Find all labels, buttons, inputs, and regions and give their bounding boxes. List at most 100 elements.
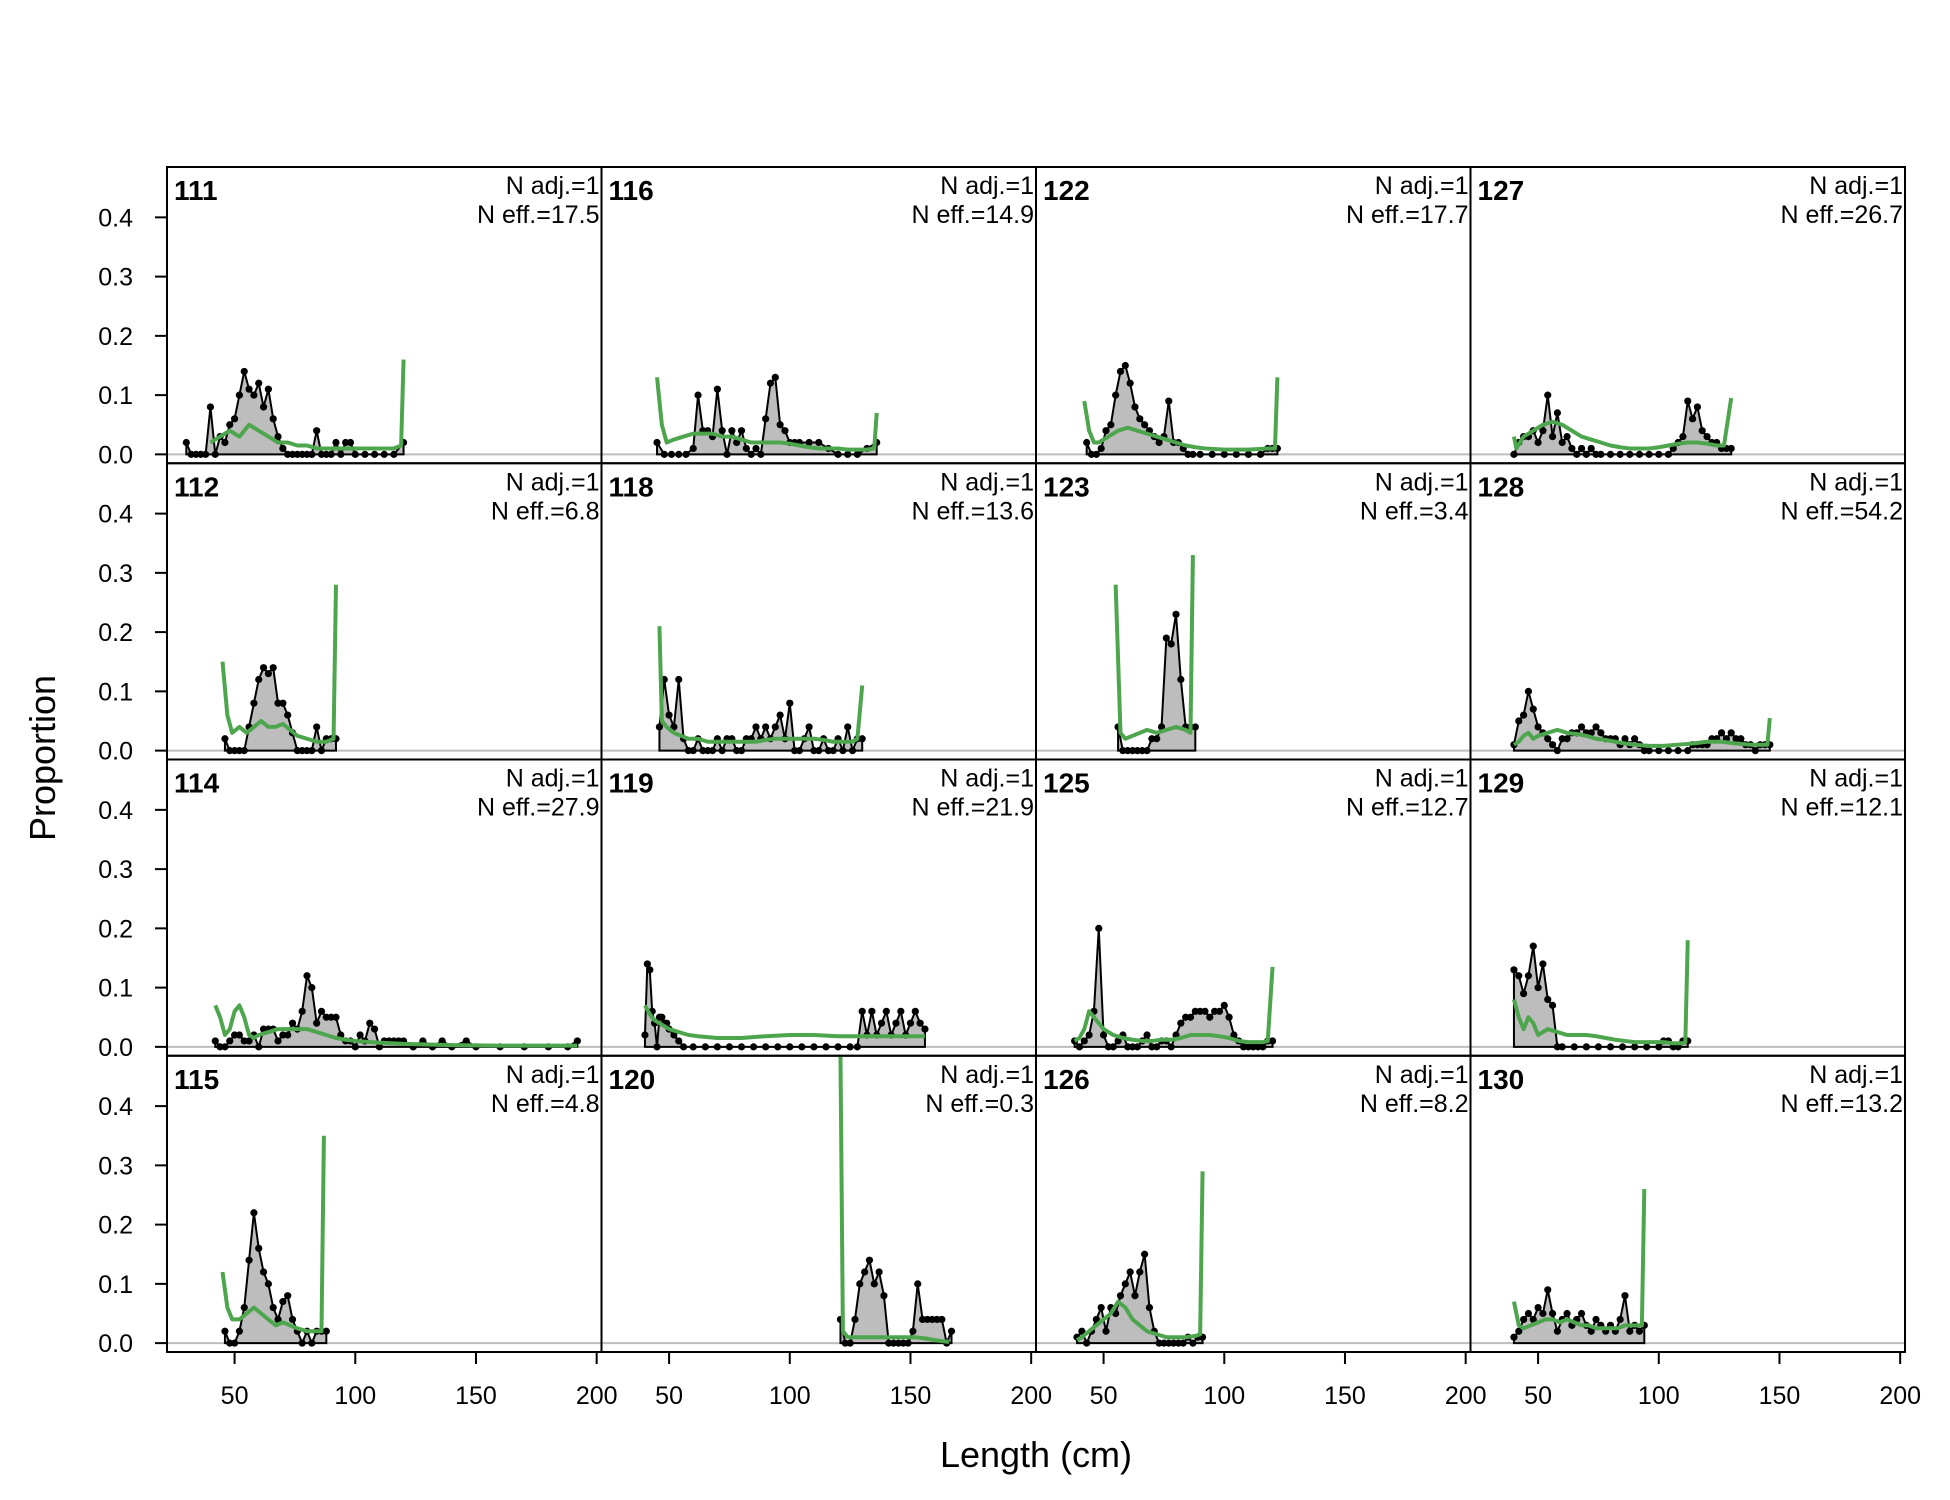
observed-point xyxy=(390,450,398,458)
observed-point xyxy=(1558,438,1566,447)
n-eff-label: N eff.=54.2 xyxy=(1780,497,1903,525)
observed-point xyxy=(1524,687,1533,695)
observed-point xyxy=(366,1019,374,1027)
panel-label: 115 xyxy=(174,1064,219,1095)
observed-point xyxy=(1553,409,1561,417)
observed-point xyxy=(1186,1013,1195,1021)
observed-point xyxy=(308,984,316,992)
observed-point xyxy=(762,1043,770,1051)
observed-point xyxy=(274,432,282,441)
observed-point xyxy=(1196,450,1204,458)
observed-point xyxy=(1563,735,1571,743)
observed-point xyxy=(1515,717,1523,725)
observed-point xyxy=(1524,1309,1533,1318)
observed-point xyxy=(1655,747,1663,755)
observed-point xyxy=(694,391,702,399)
observed-point xyxy=(1126,379,1134,387)
observed-point xyxy=(308,450,316,458)
observed-point xyxy=(1244,450,1253,458)
observed-point xyxy=(689,1043,697,1051)
observed-point xyxy=(643,960,651,968)
observed-point xyxy=(875,1268,883,1276)
observed-point xyxy=(1529,942,1537,950)
observed-point xyxy=(230,1339,239,1347)
x-tick-label: 200 xyxy=(1879,1382,1921,1410)
observed-point xyxy=(1631,735,1639,743)
observed-point xyxy=(701,1043,709,1051)
observed-point xyxy=(279,444,287,453)
observed-point xyxy=(1145,1303,1154,1312)
observed-point xyxy=(1167,1043,1175,1051)
observed-point xyxy=(370,1025,379,1033)
observed-point xyxy=(1529,705,1537,713)
n-eff-label: N eff.=4.8 xyxy=(491,1090,600,1118)
expected-line xyxy=(1511,397,1734,451)
observed-point xyxy=(370,450,379,458)
observed-point xyxy=(211,1037,219,1045)
observed-point xyxy=(805,438,813,447)
observed-points xyxy=(1083,361,1281,458)
n-adj-label: N adj.=1 xyxy=(940,765,1034,793)
observed-point xyxy=(1116,1292,1125,1300)
observed-point xyxy=(240,1303,248,1312)
observed-point xyxy=(1220,450,1228,458)
observed-point xyxy=(1544,995,1552,1004)
observed-point xyxy=(1177,675,1185,684)
observed-point xyxy=(1165,397,1173,405)
observed-point xyxy=(675,450,683,458)
observed-point xyxy=(752,444,760,453)
observed-point xyxy=(713,385,721,393)
panel-129: 129 N adj.=1N eff.=12.1 xyxy=(1469,758,1906,1057)
observed-point xyxy=(1674,747,1682,755)
observed-point xyxy=(1515,1327,1523,1335)
observed-point xyxy=(1582,450,1590,458)
x-tick-label: 150 xyxy=(1759,1382,1801,1410)
observed-point xyxy=(245,1037,253,1045)
panel-111: 111 N adj.=1N eff.=17.5 xyxy=(166,166,603,465)
observed-point xyxy=(1544,391,1552,399)
observed-point xyxy=(235,1327,244,1335)
observed-point xyxy=(1153,1043,1161,1051)
expected-line xyxy=(657,626,865,744)
n-eff-label: N eff.=17.7 xyxy=(1346,201,1469,229)
y-tick-label: 0.2 xyxy=(98,619,133,647)
n-eff-label: N eff.=27.9 xyxy=(477,794,600,822)
observed-point xyxy=(255,1244,263,1252)
observed-point xyxy=(1520,711,1528,719)
observed-point xyxy=(1131,403,1139,411)
observed-point xyxy=(947,1327,956,1335)
observed-point xyxy=(1568,444,1576,453)
observed-point xyxy=(322,1327,330,1335)
observed-point xyxy=(805,723,813,731)
observed-point xyxy=(771,373,779,381)
observed-point xyxy=(317,747,326,755)
observed-point xyxy=(1655,1043,1663,1051)
panel-label: 111 xyxy=(174,175,218,206)
observed-point xyxy=(221,1327,229,1335)
panel-label: 114 xyxy=(174,768,220,799)
observed-point xyxy=(1664,747,1673,755)
n-eff-label: N eff.=21.9 xyxy=(911,794,1034,822)
observed-point xyxy=(313,427,321,435)
panel-116: 116 N adj.=1N eff.=14.9 xyxy=(600,166,1037,465)
observed-point xyxy=(332,438,340,447)
n-eff-label: N eff.=12.1 xyxy=(1780,794,1903,822)
observed-point xyxy=(1529,1315,1537,1324)
observed-point xyxy=(221,1043,229,1051)
observed-point xyxy=(762,723,770,731)
observed-point xyxy=(346,438,355,447)
observed-point xyxy=(641,1031,649,1039)
observed-point xyxy=(747,450,755,458)
observed-point xyxy=(313,723,321,731)
observed-point xyxy=(1587,1327,1595,1335)
x-tick-label: 150 xyxy=(1324,1382,1366,1410)
observed-point xyxy=(375,1043,384,1051)
panel-label: 120 xyxy=(609,1064,656,1095)
observed-point xyxy=(839,747,847,755)
observed-point xyxy=(1136,415,1144,423)
observed-point xyxy=(1573,450,1581,458)
observed-point xyxy=(921,1025,929,1033)
n-eff-label: N eff.=0.3 xyxy=(925,1090,1034,1118)
observed-point xyxy=(1206,1013,1214,1021)
